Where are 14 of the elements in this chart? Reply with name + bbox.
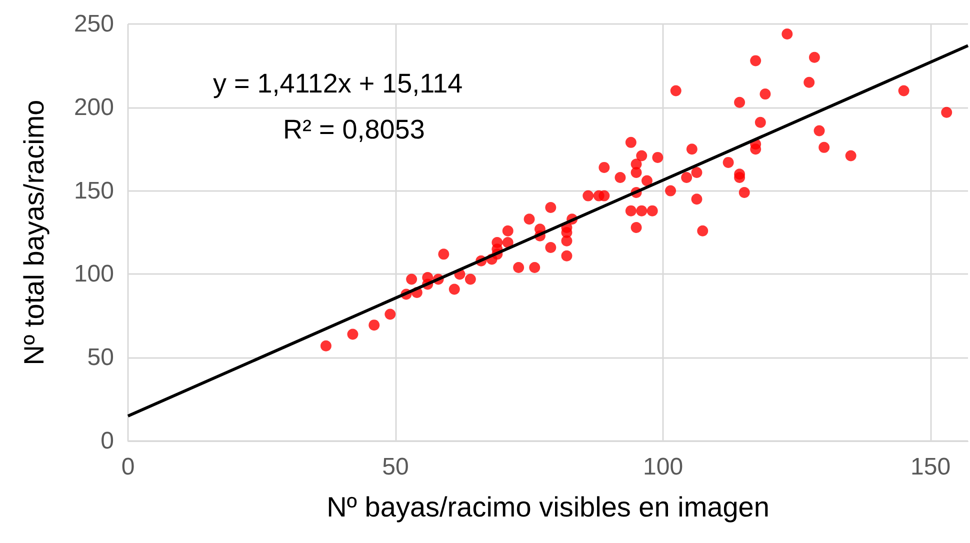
annotation: y = 1,4112x + 15,114 bbox=[213, 68, 463, 98]
y-tick-label: 250 bbox=[74, 10, 114, 38]
y-tick-label: 150 bbox=[74, 177, 114, 204]
y-tick-label: 0 bbox=[100, 428, 114, 454]
x-tick-label: 50 bbox=[382, 454, 409, 480]
x-axis-title: Nº bayas/racimo visibles en imagen bbox=[326, 492, 770, 522]
x-tick-label: 100 bbox=[643, 454, 684, 480]
annotation: R² = 0,8053 bbox=[283, 114, 425, 144]
y-axis-title: Nº total bayas/racimo bbox=[18, 100, 50, 366]
y-tick-label: 50 bbox=[87, 344, 114, 372]
y-tick-label: 100 bbox=[74, 260, 114, 288]
x-tick-label: 150 bbox=[910, 454, 951, 480]
y-tick-label: 200 bbox=[74, 94, 114, 121]
x-tick-label: 0 bbox=[121, 454, 135, 480]
